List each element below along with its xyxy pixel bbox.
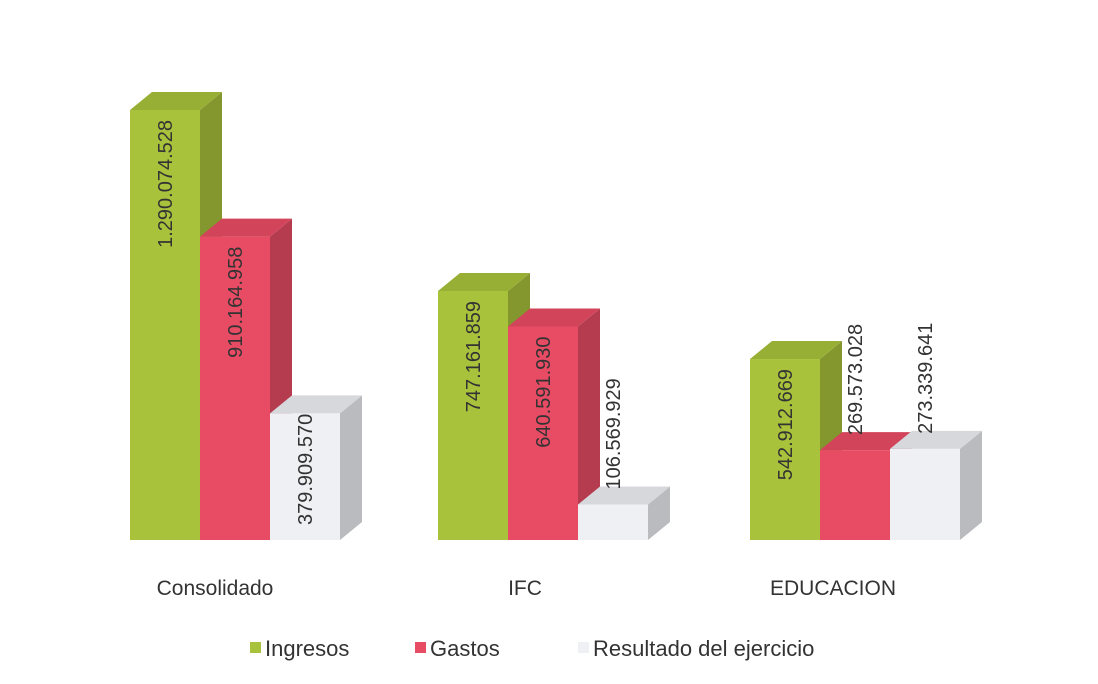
legend-label: Resultado del ejercicio — [593, 636, 814, 661]
x-tick-label: EDUCACION — [770, 577, 896, 600]
legend-label: Ingresos — [265, 636, 349, 661]
bar-side — [960, 430, 982, 540]
bar-top — [200, 218, 292, 237]
bar-side — [648, 486, 670, 540]
data-label: 269.573.028 — [845, 324, 867, 435]
x-tick-label: IFC — [508, 577, 542, 600]
bar-top — [820, 432, 912, 451]
bar-top — [578, 486, 670, 505]
bar — [820, 450, 890, 540]
bar — [130, 110, 200, 540]
bar — [438, 290, 508, 540]
bar-top — [130, 92, 222, 110]
bar — [750, 359, 820, 540]
legend-swatch — [250, 642, 261, 653]
bar-top — [750, 341, 842, 360]
bar — [200, 236, 270, 540]
data-label: 1.290.074.528 — [155, 120, 177, 248]
bar — [578, 504, 648, 540]
bar-side — [340, 395, 362, 540]
bar-top — [508, 308, 600, 327]
bar — [890, 448, 960, 540]
x-tick-label: Consolidado — [157, 577, 274, 600]
bar — [270, 413, 340, 540]
data-label: 106.569.929 — [603, 378, 625, 489]
data-label: 747.161.859 — [463, 301, 485, 412]
bar-top — [438, 272, 530, 291]
data-label: 640.591.930 — [533, 336, 555, 447]
bar-top — [890, 430, 982, 449]
bar-side — [578, 308, 600, 540]
data-label: 379.909.570 — [295, 414, 317, 525]
bar — [508, 326, 578, 540]
data-label: 273.339.641 — [915, 323, 937, 434]
data-label: 542.912.669 — [775, 369, 797, 480]
data-label: 910.164.958 — [225, 247, 247, 358]
legend-label: Gastos — [430, 636, 500, 661]
bar-top — [270, 395, 362, 414]
legend-swatch — [415, 642, 426, 653]
legend-swatch — [578, 642, 589, 653]
